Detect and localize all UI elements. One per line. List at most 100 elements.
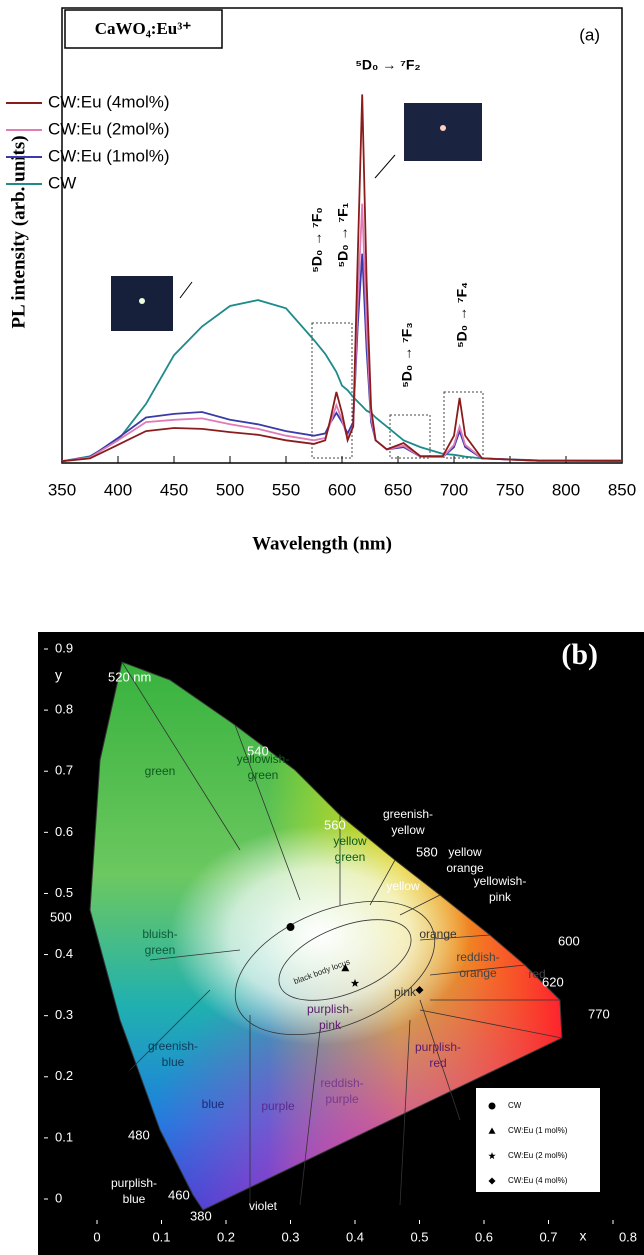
y-tick-label: 0: [55, 1190, 62, 1205]
legend-marker: [488, 1177, 496, 1185]
region-label: purplish-: [111, 1176, 157, 1190]
data-point: [415, 986, 424, 994]
x-tick-label: 850: [608, 480, 636, 499]
region-label: red: [429, 1056, 446, 1070]
inset-spot: [440, 125, 446, 131]
region-label: bluish-: [142, 927, 177, 941]
chart-title: CaWO₄:Eu³⁺: [95, 19, 192, 38]
x-tick-label: 0.5: [410, 1229, 428, 1244]
legend-label: CW: [508, 1101, 522, 1110]
wavelength-label: 500: [50, 909, 72, 924]
region-boundaries: [121, 661, 563, 1210]
region-label: yellow: [386, 879, 420, 893]
arrow: [374, 154, 396, 179]
y-tick-label: 0.8: [55, 702, 73, 717]
x-tick-label: 0.3: [281, 1229, 299, 1244]
inset-photo: [404, 103, 482, 161]
x-tick-label: 600: [328, 480, 356, 499]
region-label: pink: [319, 1018, 342, 1032]
x-tick-label: 0.2: [217, 1229, 235, 1244]
series-line: [61, 94, 622, 463]
data-point: [341, 964, 350, 972]
wavelength-label: 520 nm: [108, 669, 151, 684]
region-label: green: [248, 768, 279, 782]
region-label: orange: [459, 966, 497, 980]
inset-spot: [139, 298, 145, 304]
region-label: yellowish-: [237, 752, 290, 766]
y-tick-label: 0.5: [55, 885, 73, 900]
legend-label: CW:Eu (1 mol%): [508, 1126, 568, 1135]
region-label: blue: [123, 1192, 146, 1206]
panel-b: 0 0.1 0.2 0.3 0.4 0.5 0.6 0.7 0.8 0 0.1 0.2 0.3 0.4 0.…: [44, 640, 637, 1244]
x-tick-label: 650: [384, 480, 412, 499]
region-label: orange: [419, 927, 457, 941]
y-tick-label: 0.2: [55, 1068, 73, 1083]
y-tick-label: 0.6: [55, 824, 73, 839]
transition-label: ⁵D₀ → ⁷F₂: [355, 57, 420, 73]
wavelength-label: 560: [324, 817, 346, 832]
dashed-box: [311, 322, 353, 459]
region-label: violet: [249, 1199, 278, 1213]
region-label: blue: [202, 1097, 225, 1111]
x-tick-label: 0.1: [152, 1229, 170, 1244]
legend-label: CW:Eu (4mol%): [48, 92, 170, 111]
x-tick-label: 550: [272, 480, 300, 499]
wavelength-label: 770: [588, 1006, 610, 1021]
region-label: green: [145, 764, 176, 778]
y-tick-label: 0.7: [55, 763, 73, 778]
region-label: orange: [446, 861, 484, 875]
dashed-boxes: [311, 322, 484, 459]
x-tick-label: 800: [552, 480, 580, 499]
panel-label: (b): [561, 638, 598, 671]
region-label: purplish-: [307, 1002, 353, 1016]
legend-label: CW: [48, 173, 76, 192]
dashed-box: [443, 391, 484, 459]
legend-label: CW:Eu (2mol%): [48, 119, 170, 138]
x-axis-label: Wavelength (nm): [252, 533, 392, 554]
x-tick-label: 500: [216, 480, 244, 499]
y-tick-label: 0.9: [55, 640, 73, 655]
region-label: reddish-: [456, 950, 499, 964]
x-tick-label: 0: [93, 1229, 100, 1244]
region-label: green: [145, 943, 176, 957]
legend-marker: [488, 1102, 496, 1110]
x-tick-label: 700: [440, 480, 468, 499]
x-tick-label: 0.7: [539, 1229, 557, 1244]
wavelength-label: 380: [190, 1208, 212, 1223]
region-label: yellow: [333, 834, 367, 848]
region-label: blue: [162, 1055, 185, 1069]
region-label: green: [335, 850, 366, 864]
region-label: yellowish-: [474, 874, 527, 888]
x-tick-label: 450: [160, 480, 188, 499]
region-label: reddish-: [320, 1076, 363, 1090]
region-label: greenish-: [148, 1039, 198, 1053]
y-tick-label: 0.4: [55, 946, 73, 961]
x-tick-label: 350: [48, 480, 76, 499]
x-tick-label: 400: [104, 480, 132, 499]
title-box: [64, 9, 223, 49]
transition-label: ⁵D₀ → ⁷F₃: [399, 322, 415, 388]
region-label: yellow: [391, 823, 425, 837]
x-tick-label: 0.4: [346, 1229, 364, 1244]
y-axis-label: PL intensity (arb. units): [8, 135, 29, 328]
data-point: [350, 978, 360, 987]
region-label: pink: [394, 985, 417, 999]
transition-label: ⁵D₀ → ⁷F₀: [309, 207, 325, 272]
x-axis-label: x: [580, 1228, 587, 1244]
boundary: [234, 900, 436, 1036]
region-label: red: [528, 967, 545, 981]
region-label: purple: [325, 1092, 359, 1106]
wavelength-label: 620: [542, 974, 564, 989]
boundary: [278, 919, 412, 1001]
y-axis-label: y: [55, 667, 62, 683]
wavelength-label: 540: [247, 743, 269, 758]
region-label: purple: [261, 1099, 295, 1113]
transition-label: ⁵D₀ → ⁷F₁: [335, 202, 351, 267]
region-label: greenish-: [383, 807, 433, 821]
transition-label: ⁵D₀ → ⁷F₄: [454, 282, 470, 348]
wavelength-label: 580: [416, 844, 438, 859]
region-label: yellow: [448, 845, 482, 859]
region-label: pink: [489, 890, 512, 904]
